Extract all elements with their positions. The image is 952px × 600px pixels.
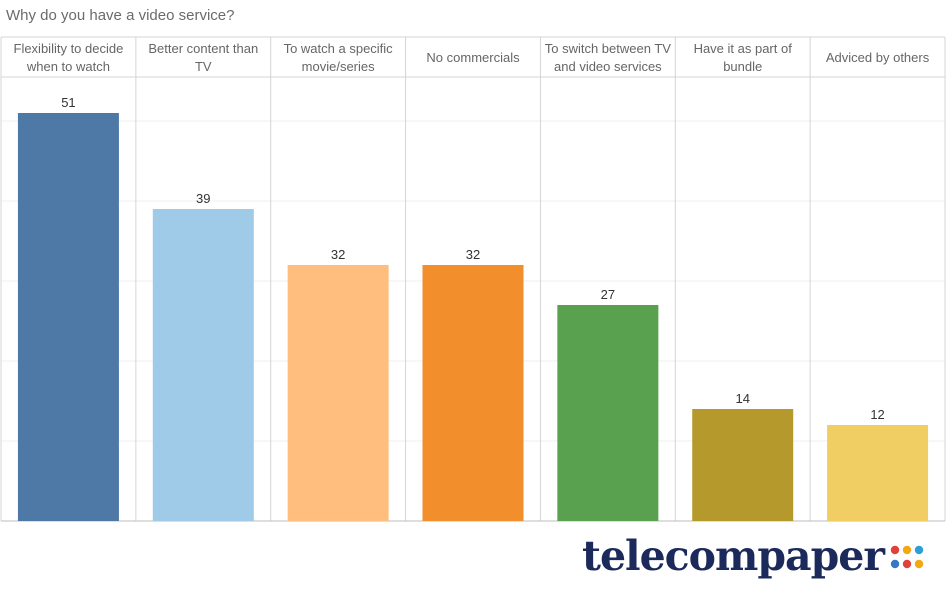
bar-chart: Flexibility to decide when to watch 51 Bett… [0, 36, 946, 522]
logo-dots-icon [890, 545, 924, 568]
value-label: 51 [61, 95, 75, 110]
bar [557, 305, 659, 521]
value-label: 39 [196, 191, 210, 206]
value-label: 27 [601, 287, 615, 302]
bar [17, 113, 119, 521]
logo-dot [902, 559, 912, 568]
bar [422, 265, 524, 521]
category-label: movie/series [302, 59, 375, 74]
category-label: TV [195, 59, 212, 74]
logo-wordmark: telecompaper [582, 532, 885, 580]
bar [692, 409, 794, 521]
logo-dot [914, 559, 924, 568]
category-label: and video services [554, 59, 662, 74]
bar [827, 425, 929, 521]
telecompaper-logo: telecompaper [582, 536, 925, 577]
value-label: 32 [466, 247, 480, 262]
bar [287, 265, 389, 521]
logo-dot [902, 545, 912, 554]
category-label: To switch between TV [545, 41, 672, 56]
bar [152, 209, 254, 521]
logo-dot [890, 545, 900, 554]
category-label: Flexibility to decide [14, 41, 124, 56]
category-label: when to watch [26, 59, 110, 74]
value-label: 14 [735, 391, 749, 406]
category-label: Have it as part of [694, 41, 793, 56]
category-label: No commercials [426, 50, 520, 65]
value-label: 32 [331, 247, 345, 262]
category-label: Better content than [148, 41, 258, 56]
category-label: Adviced by others [826, 50, 930, 65]
value-label: 12 [870, 407, 884, 422]
category-label: To watch a specific [284, 41, 394, 56]
category-label: bundle [723, 59, 762, 74]
chart-title: Why do you have a video service? [6, 7, 235, 24]
logo-dot [890, 559, 900, 568]
logo-dot [914, 545, 924, 554]
